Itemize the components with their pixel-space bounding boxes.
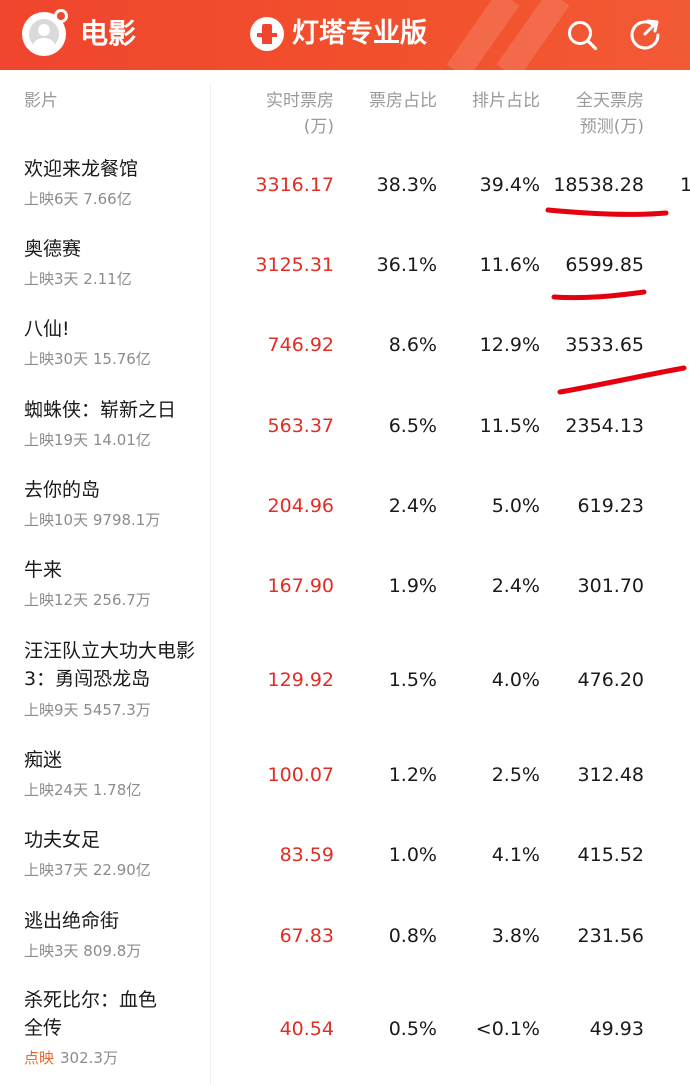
schedule-share: 3.8% [491, 925, 540, 947]
predicted-box-office: 301.70 [577, 575, 644, 597]
box-share: 36.1% [376, 254, 437, 276]
box-share: 6.5% [388, 415, 437, 437]
box-share: 2.4% [388, 495, 437, 517]
schedule-share: 11.5% [479, 415, 540, 437]
page-title: 电影 [80, 17, 137, 50]
schedule-share: 12.9% [479, 334, 540, 356]
realtime-box-office: 167.90 [267, 575, 334, 597]
movie-info: 上映24天 1.78亿 [24, 781, 142, 799]
box-share: 1.5% [388, 669, 437, 691]
movie-name: 功夫女足 [24, 829, 101, 851]
predicted-box-office: 2354.13 [565, 415, 644, 437]
realtime-box-office: 129.92 [267, 669, 334, 691]
predicted-box-office: 3533.65 [565, 334, 644, 356]
movie-name: 去你的岛 [24, 479, 101, 501]
realtime-box-office: 40.54 [279, 1018, 334, 1040]
col-film: 影片 [24, 91, 58, 111]
predicted-box-office: 312.48 [577, 764, 644, 786]
box-share: 0.5% [388, 1018, 437, 1040]
movie-name: 痴迷 [24, 749, 63, 771]
movie-info-value: 302.3万 [60, 1049, 118, 1067]
brand: 灯塔专业版 [250, 14, 427, 54]
realtime-box-office: 83.59 [279, 844, 334, 866]
schedule-share: 11.6% [479, 254, 540, 276]
col-realtime-label: 实时票房 [266, 91, 334, 111]
movie-info: 上映37天 22.90亿 [24, 861, 151, 879]
movie-info: 上映30天 15.76亿 [24, 350, 151, 368]
movie-info: 上映3天 809.8万 [24, 942, 142, 960]
clipped-column-value: 1 [680, 174, 690, 196]
schedule-share: 4.1% [491, 844, 540, 866]
realtime-box-office: 100.07 [267, 764, 334, 786]
col-predicted-unit: 预测(万) [579, 117, 644, 137]
lighthouse-logo-icon [250, 17, 284, 51]
predicted-box-office: 18538.28 [553, 174, 644, 196]
realtime-box-office: 3316.17 [255, 174, 334, 196]
schedule-share: 5.0% [491, 495, 540, 517]
col-predicted-box-office[interactable]: 全天票房 预测(万) [576, 88, 644, 140]
predicted-box-office: 6599.85 [565, 254, 644, 276]
movie-info: 点映 302.3万 [24, 1048, 118, 1068]
col-realtime-box-office[interactable]: 实时票房 (万) [266, 88, 334, 140]
app-header: 电影 灯塔专业版 [0, 0, 690, 70]
movie-name: 欢迎来龙餐馆 [24, 158, 139, 180]
film-column-divider [210, 84, 211, 1085]
underline-mark [557, 365, 687, 395]
search-icon[interactable] [566, 19, 598, 51]
movie-name: 蜘蛛侠：崭新之日 [24, 399, 177, 421]
predicted-box-office: 49.93 [589, 1018, 644, 1040]
col-predicted-label: 全天票房 [576, 91, 644, 111]
share-icon[interactable] [628, 17, 662, 51]
movie-info: 上映12天 256.7万 [24, 591, 151, 609]
predicted-box-office: 619.23 [577, 495, 644, 517]
movie-name: 逃出绝命街 [24, 910, 120, 932]
underline-mark [551, 289, 647, 301]
movie-name: 杀死比尔：血色全传 [24, 989, 158, 1039]
realtime-box-office: 204.96 [267, 495, 334, 517]
movie-info: 上映19天 14.01亿 [24, 431, 151, 449]
box-share: 1.2% [388, 764, 437, 786]
notification-dot [54, 9, 68, 23]
box-share: 38.3% [376, 174, 437, 196]
box-share: 1.9% [388, 575, 437, 597]
schedule-share: 4.0% [491, 669, 540, 691]
movie-name: 汪汪队立大功大电影3：勇闯恐龙岛 [24, 640, 196, 690]
movie-name: 八仙! [24, 318, 70, 340]
predicted-box-office: 231.56 [577, 925, 644, 947]
box-share: 0.8% [388, 925, 437, 947]
schedule-share: 2.5% [491, 764, 540, 786]
schedule-share: 2.4% [491, 575, 540, 597]
brand-name: 灯塔专业版 [292, 18, 427, 49]
col-schedule-share[interactable]: 排片占比 [472, 91, 540, 111]
underline-mark [545, 207, 669, 217]
movie-name: 牛来 [24, 559, 63, 581]
box-share: 1.0% [388, 844, 437, 866]
movie-name: 奥德赛 [24, 238, 82, 260]
movie-info: 上映9天 5457.3万 [24, 701, 151, 719]
box-share: 8.6% [388, 334, 437, 356]
col-realtime-unit: (万) [303, 117, 334, 137]
realtime-box-office: 563.37 [267, 415, 334, 437]
movie-info: 上映3天 2.11亿 [24, 270, 132, 288]
preview-tag: 点映 [24, 1049, 55, 1067]
col-box-share[interactable]: 票房占比 [369, 91, 437, 111]
movie-info: 上映6天 7.66亿 [24, 190, 132, 208]
realtime-box-office: 67.83 [279, 925, 334, 947]
schedule-share: 39.4% [479, 174, 540, 196]
movie-info: 上映10天 9798.1万 [24, 511, 161, 529]
schedule-share: <0.1% [475, 1018, 540, 1040]
predicted-box-office: 476.20 [577, 669, 644, 691]
realtime-box-office: 3125.31 [255, 254, 334, 276]
predicted-box-office: 415.52 [577, 844, 644, 866]
realtime-box-office: 746.92 [267, 334, 334, 356]
